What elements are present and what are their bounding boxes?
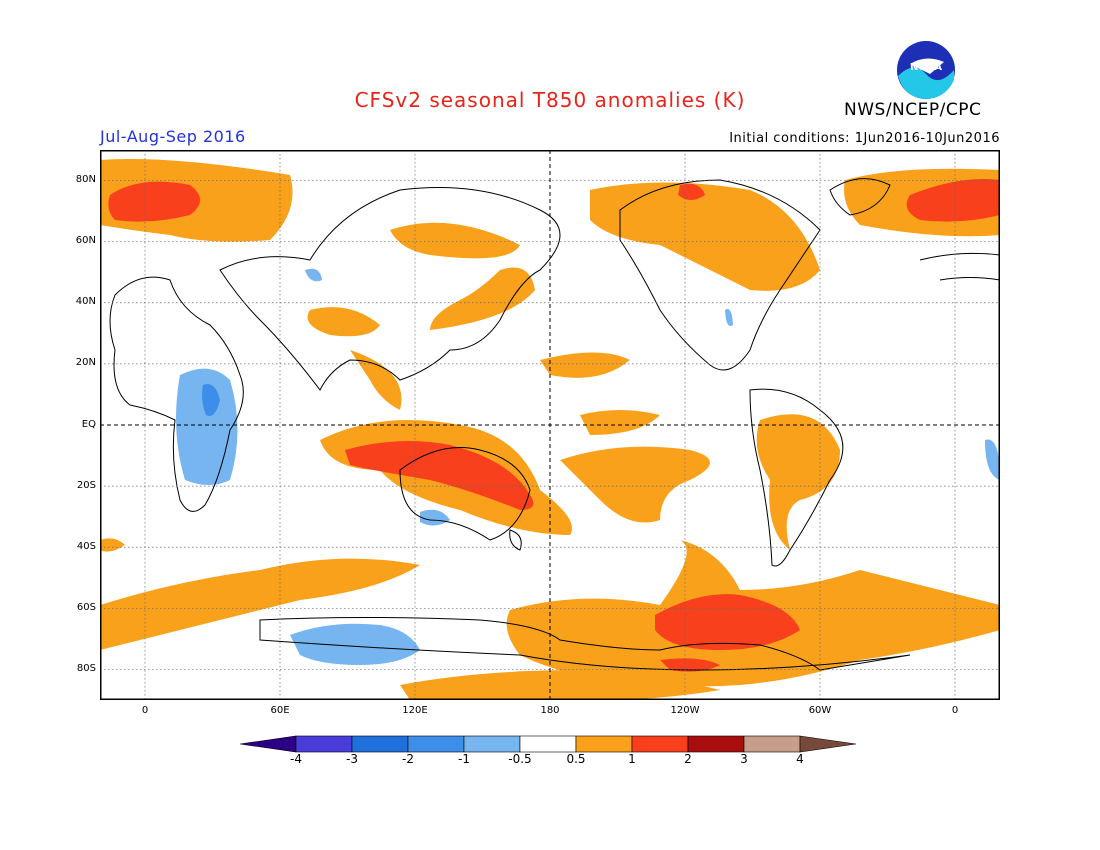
colorbar-label: -4 xyxy=(290,752,302,766)
colorbar-cell xyxy=(575,735,633,753)
season-label: Jul-Aug-Sep 2016 xyxy=(100,127,246,146)
lat-label: EQ xyxy=(81,419,96,430)
colorbar-cell xyxy=(295,735,353,753)
colorbar-label: -0.5 xyxy=(508,752,532,766)
lon-label: 0 xyxy=(951,705,959,716)
lat-label: 40N xyxy=(75,296,96,307)
colorbar-cell xyxy=(407,735,465,753)
colorbar-cell xyxy=(687,735,745,753)
noaa-logo: NOAA xyxy=(897,41,955,99)
page-title: CFSv2 seasonal T850 anomalies (K) xyxy=(354,88,746,112)
lat-label: 80N xyxy=(75,174,96,185)
lat-label: 80S xyxy=(76,663,96,674)
colorbar-label: 0.5 xyxy=(566,752,586,766)
colorbar-label: -3 xyxy=(346,752,358,766)
anomaly-map xyxy=(100,150,1000,700)
cool-anomaly-regions xyxy=(176,268,1000,665)
colorbar xyxy=(240,735,857,753)
lat-label: 60S xyxy=(76,602,96,613)
lat-label: 40S xyxy=(76,541,96,552)
cool-anomaly-core-regions xyxy=(202,384,220,416)
noaa-logo-text: NOAA xyxy=(910,62,942,73)
colorbar-label: 4 xyxy=(796,752,804,766)
coastlines xyxy=(109,178,1000,671)
map-frame xyxy=(100,150,1000,700)
lat-label: 60N xyxy=(75,235,96,246)
colorbar-label: 1 xyxy=(628,752,636,766)
colorbar-arrow-high xyxy=(799,735,857,753)
colorbar-label: -2 xyxy=(402,752,414,766)
colorbar-label: -1 xyxy=(458,752,470,766)
lon-label: 120W xyxy=(670,705,700,716)
equator-dateline xyxy=(100,150,1000,700)
colorbar-label: 2 xyxy=(684,752,692,766)
colorbar-cell xyxy=(351,735,409,753)
colorbar-cell xyxy=(743,735,801,753)
lat-label: 20N xyxy=(75,357,96,368)
initial-conditions-label: Initial conditions: 1Jun2016-10Jun2016 xyxy=(729,131,1000,146)
lon-label: 60W xyxy=(808,705,832,716)
lon-label: 0 xyxy=(141,705,149,716)
lat-label: 20S xyxy=(76,480,96,491)
colorbar-cell xyxy=(631,735,689,753)
lon-label: 180 xyxy=(540,705,560,716)
org-label: NWS/NCEP/CPC xyxy=(844,100,982,120)
strong-warm-anomaly-regions xyxy=(108,179,1000,672)
lon-label: 120E xyxy=(402,705,428,716)
lon-label: 60E xyxy=(270,705,290,716)
colorbar-label: 3 xyxy=(740,752,748,766)
colorbar-arrow-low xyxy=(240,735,297,753)
colorbar-cell xyxy=(519,735,577,753)
colorbar-cell xyxy=(463,735,521,753)
